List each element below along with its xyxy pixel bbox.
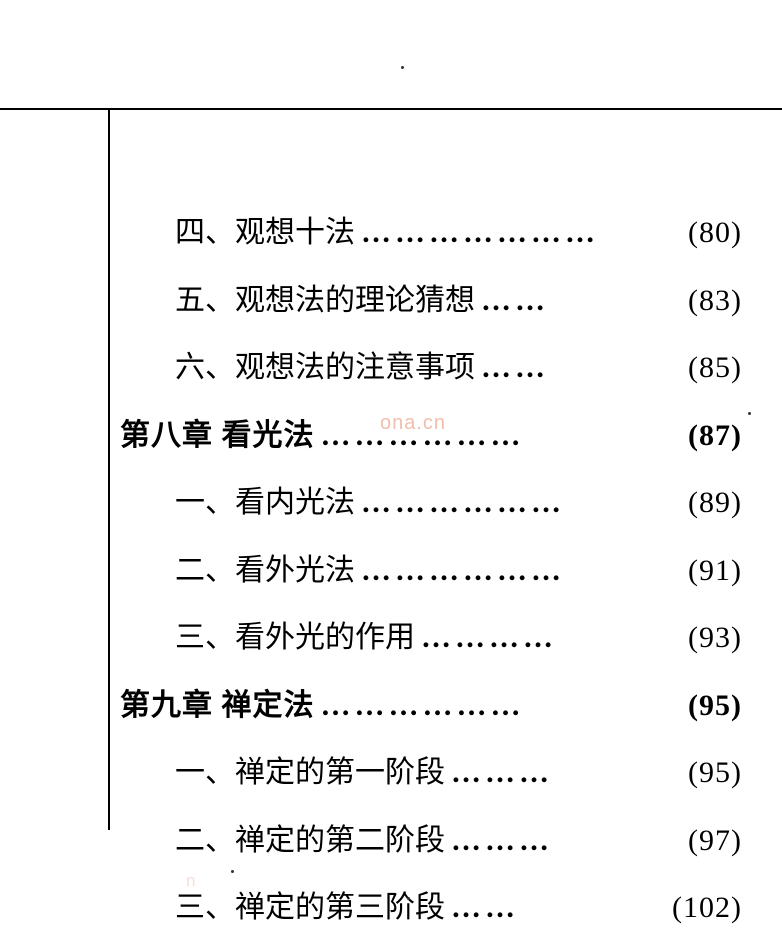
toc-label: 六、观想法的注意事项 <box>175 340 475 396</box>
toc-page-number: (89) <box>654 475 742 531</box>
table-of-contents: 四、观想十法 ………………… (80) 五、观想法的理论猜想 …… (83) 六… <box>120 205 742 948</box>
scan-speck <box>401 66 404 69</box>
toc-leader: ………………… <box>355 205 654 261</box>
scan-speck <box>231 870 234 873</box>
toc-label: 一、看内光法 <box>175 475 355 531</box>
toc-page-number: (97) <box>654 813 742 869</box>
toc-page-number: (93) <box>654 610 742 666</box>
toc-page-number: (95) <box>654 678 742 734</box>
toc-entry: 六、观想法的注意事项 …… (85) <box>120 340 742 396</box>
toc-chapter-label: 第八章 看光法 <box>120 408 315 464</box>
toc-entry: 一、禅定的第一阶段 ……… (95) <box>120 745 742 801</box>
toc-entry: 五、观想法的理论猜想 …… (83) <box>120 273 742 329</box>
toc-page-number: (95) <box>654 745 742 801</box>
scan-speck <box>407 897 410 900</box>
left-vertical-rule <box>108 110 110 830</box>
toc-label: 三、禅定的第三阶段 <box>175 880 445 936</box>
toc-leader: …… <box>445 880 654 936</box>
toc-label: 三、看外光的作用 <box>175 610 415 666</box>
top-horizontal-rule <box>0 108 782 110</box>
toc-label: 二、禅定的第二阶段 <box>175 813 445 869</box>
toc-leader: ……… <box>445 813 654 869</box>
toc-label: 四、观想十法 <box>175 205 355 261</box>
toc-entry: 四、观想十法 ………………… (80) <box>120 205 742 261</box>
toc-leader: …… <box>475 273 654 329</box>
toc-chapter-label: 第九章 禅定法 <box>120 678 315 734</box>
toc-chapter-entry: 第八章 看光法 ……………… (87) <box>120 408 742 464</box>
toc-entry: 三、禅定的第三阶段 …… (102) <box>120 880 742 936</box>
toc-leader: …… <box>475 340 654 396</box>
toc-page-number: (102) <box>654 880 742 936</box>
toc-page-number: (80) <box>654 205 742 261</box>
scan-speck <box>748 412 751 415</box>
toc-entry: 二、禅定的第二阶段 ……… (97) <box>120 813 742 869</box>
toc-leader: ……………… <box>315 678 655 734</box>
toc-leader: ……………… <box>315 408 655 464</box>
toc-page-number: (87) <box>654 408 742 464</box>
toc-leader: ………… <box>415 610 654 666</box>
toc-entry: 三、看外光的作用 ………… (93) <box>120 610 742 666</box>
toc-leader: ……………… <box>355 475 654 531</box>
toc-leader: ……… <box>445 745 654 801</box>
toc-page-number: (91) <box>654 543 742 599</box>
page: ona.cn n 四、观想十法 ………………… (80) 五、观想法的理论猜想 … <box>0 0 782 921</box>
toc-leader: ……………… <box>355 543 654 599</box>
toc-chapter-entry: 第九章 禅定法 ……………… (95) <box>120 678 742 734</box>
toc-page-number: (83) <box>654 273 742 329</box>
toc-page-number: (85) <box>654 340 742 396</box>
toc-label: 二、看外光法 <box>175 543 355 599</box>
toc-label: 五、观想法的理论猜想 <box>175 273 475 329</box>
toc-entry: 二、看外光法 ……………… (91) <box>120 543 742 599</box>
toc-label: 一、禅定的第一阶段 <box>175 745 445 801</box>
toc-entry: 一、看内光法 ……………… (89) <box>120 475 742 531</box>
